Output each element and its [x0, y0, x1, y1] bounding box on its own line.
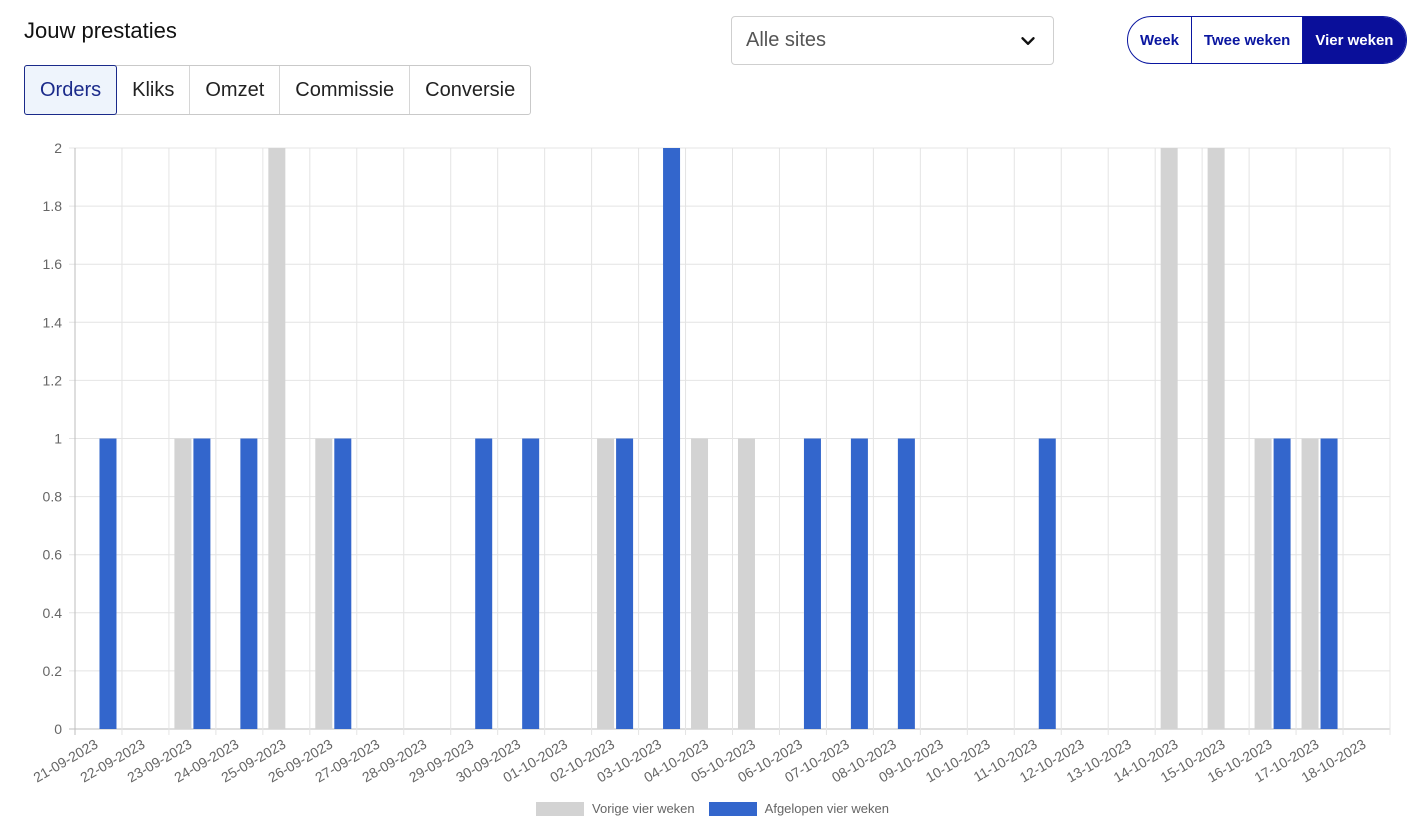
y-tick-label: 0.8 — [43, 489, 63, 505]
tab-conversie[interactable]: Conversie — [425, 78, 516, 101]
legend-label-previous: Vorige vier weken — [592, 801, 695, 816]
legend-item-current[interactable]: Afgelopen vier weken — [708, 801, 889, 816]
bar-previous — [1254, 438, 1272, 729]
bar-previous — [597, 438, 615, 729]
y-tick-label: 1.8 — [43, 198, 63, 214]
y-tick-label: 0 — [54, 721, 62, 737]
y-tick-label: 1.4 — [43, 314, 63, 330]
bar-previous — [1301, 438, 1319, 729]
y-tick-label: 1.2 — [43, 372, 63, 388]
bar-current — [616, 438, 634, 729]
site-select[interactable]: Alle sites — [731, 16, 1054, 65]
bar-current — [99, 438, 117, 729]
bar-previous — [1207, 148, 1225, 729]
tab-orders[interactable]: Orders — [24, 65, 118, 115]
orders-bar-chart: 00.20.40.60.811.21.41.61.8221-09-202322-… — [30, 140, 1391, 785]
y-tick-label: 0.4 — [43, 605, 63, 621]
bar-current — [334, 438, 352, 729]
bar-current — [803, 438, 821, 729]
bar-previous — [268, 148, 286, 729]
tab-kliks[interactable]: Kliks — [117, 66, 191, 114]
tab-commissie[interactable]: Commissie — [280, 66, 411, 114]
y-tick-label: 0.6 — [43, 547, 63, 563]
period-four-weeks-button[interactable]: Vier weken — [1303, 17, 1407, 63]
site-select-value: Alle sites — [746, 29, 827, 51]
bar-current — [193, 438, 211, 729]
chart-legend: Vorige vier weken Afgelopen vier weken — [0, 801, 1425, 816]
bar-current — [1273, 438, 1291, 729]
bar-previous — [174, 438, 192, 729]
bar-previous — [1160, 148, 1178, 729]
period-week-button[interactable]: Week — [1128, 17, 1192, 63]
metric-tabs: Orders Kliks Omzet Commissie Conversie — [24, 65, 532, 115]
y-tick-label: 0.2 — [43, 663, 63, 679]
bar-previous — [691, 438, 709, 729]
bar-current — [522, 438, 540, 729]
bar-current — [475, 438, 493, 729]
legend-swatch-current — [708, 801, 757, 816]
legend-swatch-previous — [536, 801, 585, 816]
bar-current — [850, 438, 868, 729]
bar-previous — [737, 438, 755, 729]
y-tick-label: 1.6 — [43, 256, 63, 272]
bar-current — [663, 148, 681, 729]
y-tick-label: 2 — [54, 140, 62, 156]
period-two-weeks-button[interactable]: Twee weken — [1192, 17, 1304, 63]
period-toggle: Week Twee weken Vier weken — [1127, 16, 1408, 64]
bar-current — [1038, 438, 1056, 729]
legend-item-previous[interactable]: Vorige vier weken — [536, 801, 695, 816]
bar-current — [240, 438, 258, 729]
legend-label-current: Afgelopen vier weken — [764, 801, 889, 816]
y-tick-label: 1 — [54, 431, 62, 447]
bar-previous — [315, 438, 333, 729]
bar-current — [1320, 438, 1338, 729]
chevron-down-icon — [1021, 36, 1035, 45]
tab-omzet[interactable]: Omzet — [190, 66, 281, 114]
page-title: Jouw prestaties — [24, 18, 177, 43]
bar-current — [897, 438, 915, 729]
